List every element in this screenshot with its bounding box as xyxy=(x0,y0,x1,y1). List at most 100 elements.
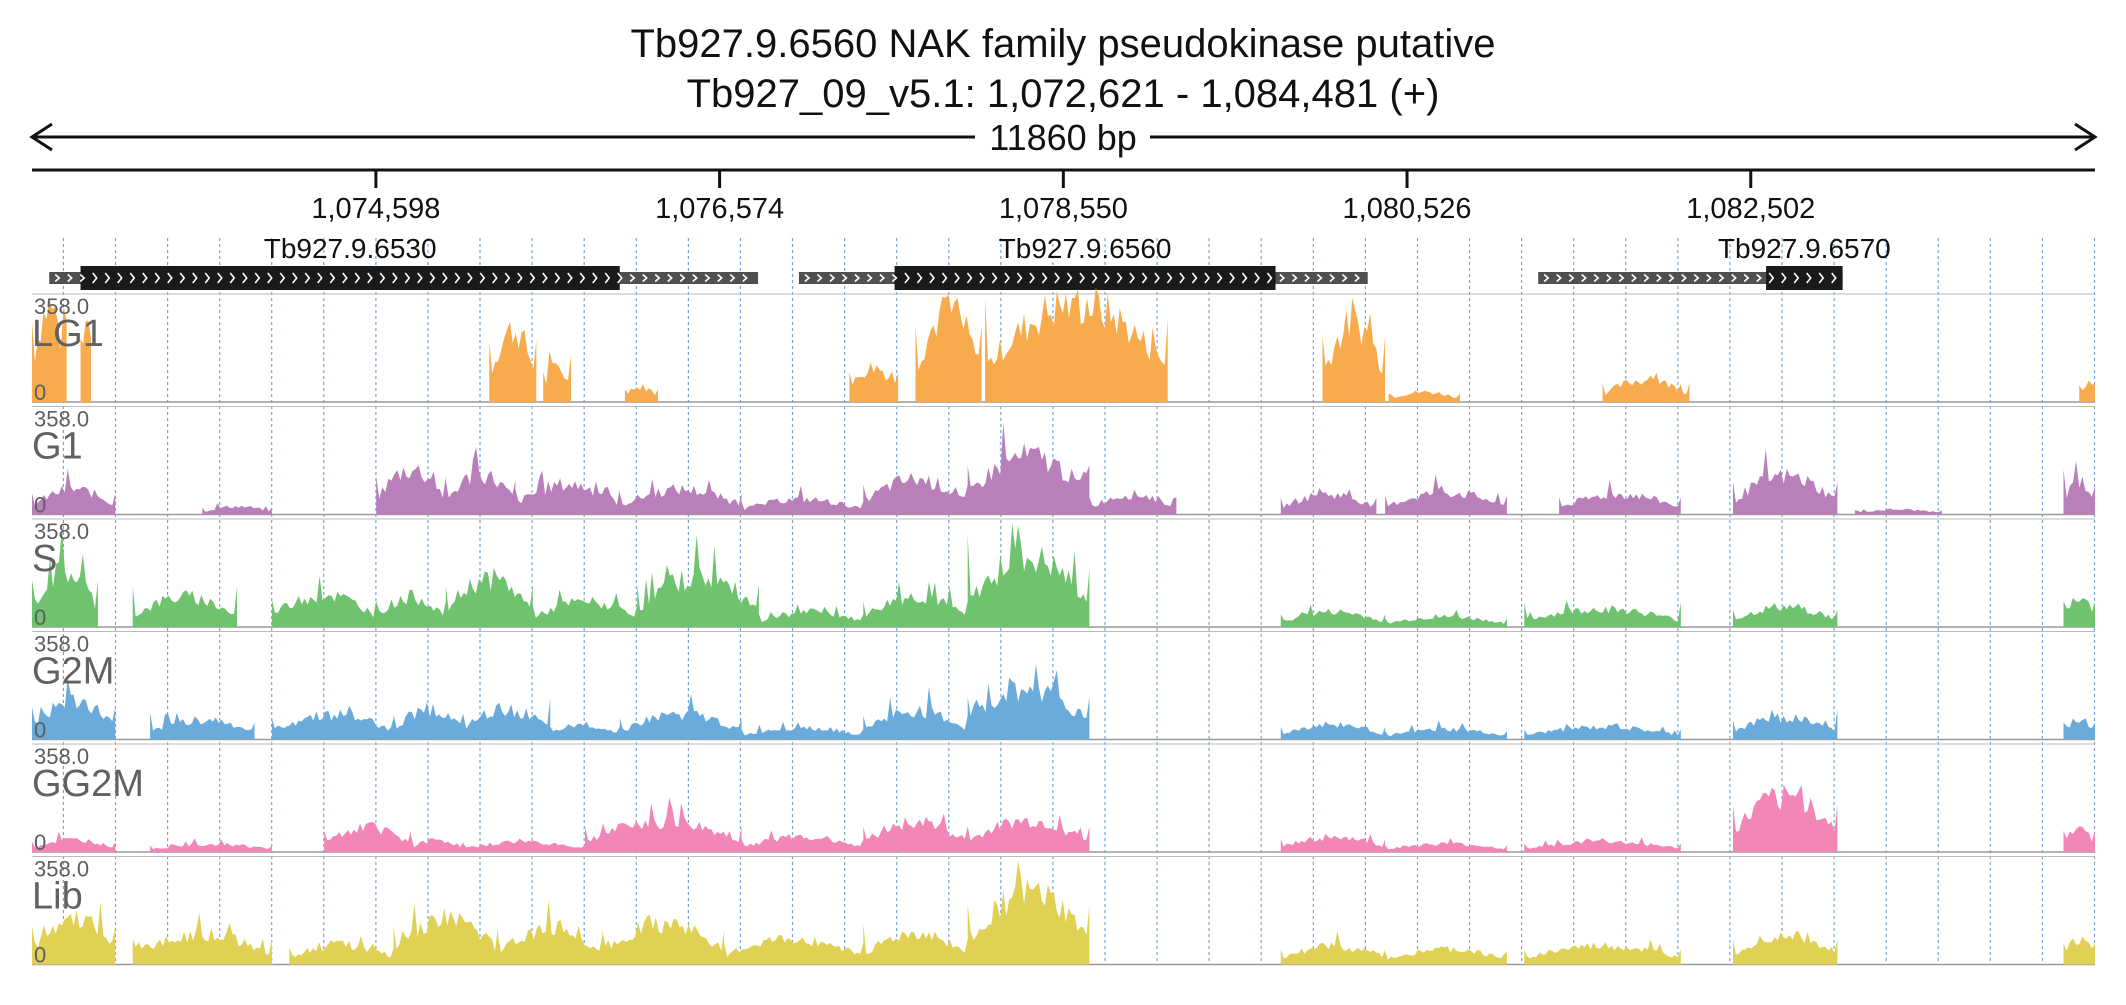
gene-cds-bar xyxy=(894,266,1276,290)
strand-chevron xyxy=(579,272,586,284)
strand-chevron xyxy=(229,272,236,284)
strand-chevron xyxy=(554,272,561,284)
strand-chevron xyxy=(167,272,173,284)
strand-chevron xyxy=(104,272,111,284)
figure-title: Tb927.9.6560 NAK family pseudokinase put… xyxy=(631,22,1496,66)
strand-chevron xyxy=(317,272,323,284)
track-min-label: 0 xyxy=(34,493,46,518)
track-max-label: 358.0 xyxy=(34,744,89,769)
strand-chevron xyxy=(1079,272,1085,284)
strand-chevron xyxy=(1154,272,1160,284)
track-name-label: GG2M xyxy=(32,763,144,805)
gene-model-Tb927.9.6570[interactable]: Tb927.9.6570 xyxy=(1538,233,1891,290)
strand-chevron xyxy=(442,272,448,284)
strand-chevron xyxy=(1806,272,1812,284)
strand-chevron xyxy=(242,272,248,284)
strand-chevron xyxy=(1581,273,1587,283)
strand-chevron xyxy=(629,273,636,283)
strand-chevron xyxy=(1241,272,1248,284)
strand-chevron xyxy=(1706,273,1712,283)
strand-chevron xyxy=(1116,272,1123,284)
strand-chevron xyxy=(1266,272,1273,284)
strand-chevron xyxy=(1129,272,1135,284)
strand-chevron xyxy=(1793,272,1800,284)
strand-chevron xyxy=(542,272,548,284)
strand-chevron xyxy=(841,273,848,283)
strand-chevron xyxy=(154,272,161,284)
strand-chevron xyxy=(1329,273,1336,283)
strand-chevron xyxy=(1254,272,1260,284)
ruler-tick-label: 1,076,574 xyxy=(655,193,784,225)
strand-chevron xyxy=(217,272,223,284)
strand-chevron xyxy=(1768,272,1775,284)
strand-chevron xyxy=(1781,272,1787,284)
track-name-label: G1 xyxy=(32,426,83,468)
strand-chevron xyxy=(1104,272,1110,284)
strand-chevron xyxy=(1556,273,1562,283)
ruler-tick-label: 1,078,550 xyxy=(999,193,1128,225)
strand-chevron xyxy=(1731,273,1737,283)
gene-label: Tb927.9.6570 xyxy=(1718,233,1891,264)
strand-chevron xyxy=(692,273,698,283)
strand-chevron xyxy=(254,272,261,284)
gene-model-Tb927.9.6560[interactable]: Tb927.9.6560 xyxy=(798,233,1368,290)
strand-chevron xyxy=(1341,273,1348,283)
strand-chevron xyxy=(729,273,736,283)
strand-chevron xyxy=(879,273,886,283)
strand-chevron xyxy=(1643,273,1650,283)
strand-chevron xyxy=(379,272,386,284)
strand-chevron xyxy=(279,272,286,284)
track-g2m: 358.0 0 G2M xyxy=(32,631,2095,743)
track-min-label: 0 xyxy=(34,380,46,405)
strand-chevron xyxy=(642,273,648,283)
strand-chevron xyxy=(1316,273,1323,283)
span-arrow-left-head xyxy=(29,122,53,152)
strand-chevron xyxy=(1831,272,1837,284)
strand-chevron xyxy=(604,272,611,284)
strand-chevron xyxy=(667,273,673,283)
strand-chevron xyxy=(342,272,348,284)
strand-chevron xyxy=(304,272,311,284)
coverage-tracks: 358.00LG1358.00G1358.00S358.00G2M358.00G… xyxy=(32,287,2095,968)
strand-chevron xyxy=(1693,273,1700,283)
strand-chevron xyxy=(54,273,61,283)
strand-chevron xyxy=(1054,272,1060,284)
strand-chevron xyxy=(1141,272,1148,284)
strand-chevron xyxy=(204,272,211,284)
strand-chevron xyxy=(1681,273,1687,283)
strand-chevron xyxy=(267,272,273,284)
strand-chevron xyxy=(467,272,473,284)
strand-chevron xyxy=(454,272,461,284)
strand-chevron xyxy=(1718,273,1725,283)
track-max-label: 358.0 xyxy=(34,857,89,882)
track-min-label: 0 xyxy=(34,718,46,743)
gene-model-Tb927.9.6530[interactable]: Tb927.9.6530 xyxy=(49,233,759,290)
gene-cds-bar xyxy=(80,266,620,290)
figure-subtitle-location: Tb927_09_v5.1: 1,072,621 - 1,084,481 (+) xyxy=(687,72,1440,116)
track-s: 358.0 0 S xyxy=(32,518,2095,630)
strand-chevron xyxy=(617,272,623,284)
strand-chevron xyxy=(1656,273,1662,283)
strand-chevron xyxy=(654,273,661,283)
track-max-label: 358.0 xyxy=(34,519,89,544)
strand-chevron xyxy=(1179,272,1185,284)
strand-chevron xyxy=(504,272,511,284)
strand-chevron xyxy=(592,272,598,284)
strand-chevron xyxy=(1279,273,1286,283)
span-length-label: 11860 bp xyxy=(989,117,1136,158)
span-arrow: 11860 bp xyxy=(29,117,2098,158)
strand-chevron xyxy=(1743,273,1750,283)
strand-chevron xyxy=(67,273,73,283)
strand-chevron xyxy=(1191,272,1198,284)
strand-chevron xyxy=(354,272,361,284)
strand-chevron xyxy=(1029,272,1035,284)
ruler-tick-label: 1,080,526 xyxy=(1343,193,1472,225)
strand-chevron xyxy=(979,272,985,284)
strand-chevron xyxy=(1543,273,1550,283)
gene-label: Tb927.9.6530 xyxy=(264,233,437,264)
strand-chevron xyxy=(479,272,486,284)
ruler-ticks: 1,074,598 1,076,574 1,078,550 1,080,526 1,08… xyxy=(311,170,1815,225)
track-max-label: 358.0 xyxy=(34,294,89,319)
strand-chevron xyxy=(929,272,935,284)
